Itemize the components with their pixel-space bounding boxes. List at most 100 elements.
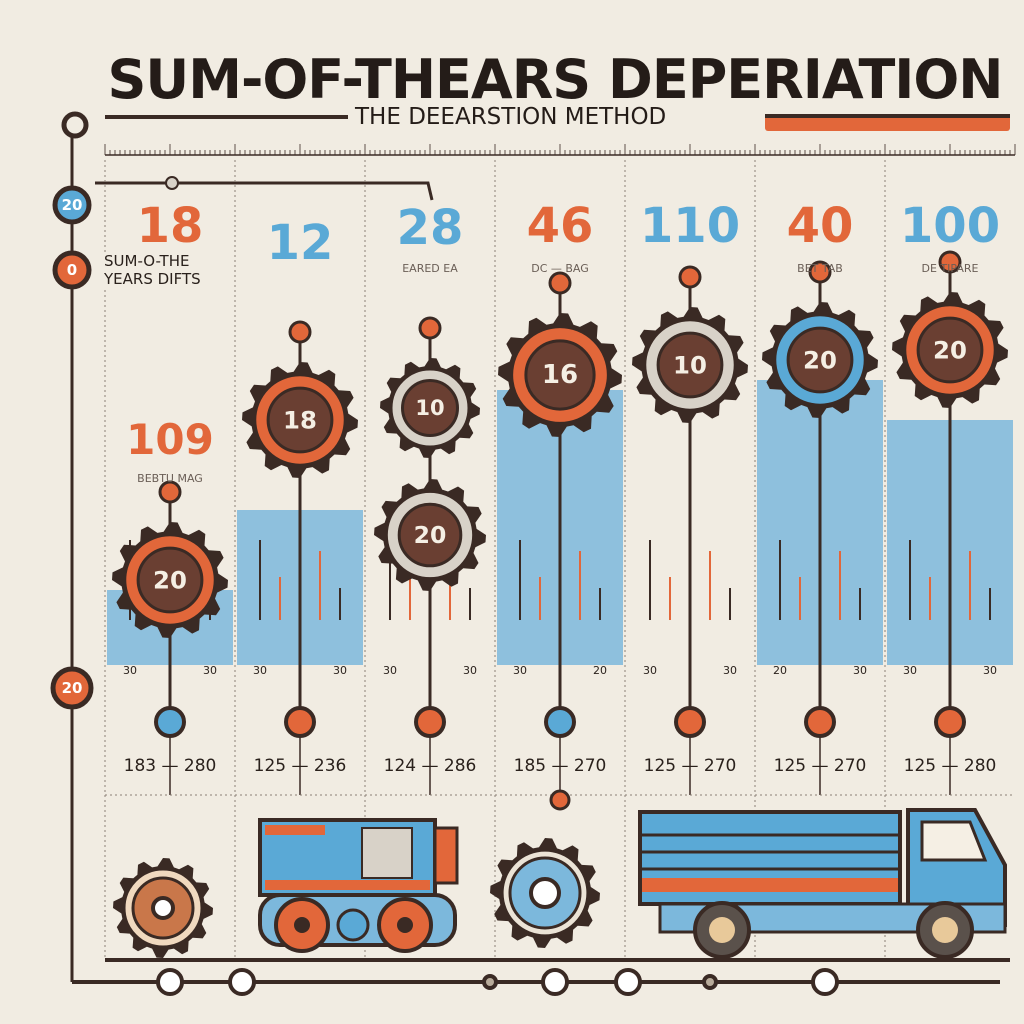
bottom-rail-node (702, 974, 718, 990)
side-label: SUM-O-THE YEARS DIFTS (104, 252, 234, 288)
column-right-value: 30 (853, 664, 867, 677)
truck-window (920, 820, 988, 862)
column-top-number: 18 (136, 198, 204, 254)
column-top-number: 28 (396, 200, 464, 256)
side-rail-badge-label: 0 (67, 261, 77, 279)
bottom-rail-node (228, 968, 256, 996)
bottom-rail-node (811, 968, 839, 996)
column-bottom-node (804, 706, 836, 738)
machine-wheel-hub (294, 917, 310, 933)
truck-wheel-hub (932, 917, 958, 943)
column-top-node (288, 320, 312, 344)
gear: 20 (762, 302, 878, 418)
gear: 20 (112, 522, 228, 638)
column-bottom-node (544, 706, 576, 738)
column-range: 185 — 270 (513, 756, 607, 776)
truck-wheel-hub (709, 917, 735, 943)
column-right-value: 30 (983, 664, 997, 677)
column-range: 183 — 280 (123, 756, 217, 776)
column-top-number: 12 (266, 215, 334, 271)
gear-hub (401, 379, 459, 437)
column-top-node (808, 260, 832, 284)
side-rail-badge-label: 20 (62, 196, 83, 214)
column-range: 125 — 270 (643, 756, 737, 776)
gear-hub (656, 331, 724, 399)
gear-label: 10 (415, 396, 444, 420)
gear: 10 (632, 307, 748, 423)
column-top-node (938, 250, 962, 274)
column-top-node (548, 271, 572, 295)
side-rail-badge (52, 185, 92, 225)
gear-label: 20 (414, 521, 447, 549)
gear-label: 18 (283, 406, 317, 435)
gear-hub (916, 316, 984, 384)
column-left-value: 30 (643, 664, 657, 677)
bottom-rail-node (482, 974, 498, 990)
column-left-value: 30 (903, 664, 917, 677)
side-rail-badge-label: 20 (62, 679, 83, 697)
column-second-number: 109 (126, 415, 214, 464)
gear: 18 (242, 362, 358, 478)
column-top-number: 46 (526, 198, 594, 254)
column-top-node (678, 265, 702, 289)
gear-label: 10 (673, 351, 707, 380)
column-range: 125 — 270 (773, 756, 867, 776)
bottom-gear-left-hole (151, 896, 175, 920)
column-left-value: 30 (383, 664, 397, 677)
gear-hub (397, 502, 463, 568)
machine-grille (361, 827, 413, 879)
gear-label: 20 (803, 346, 837, 375)
column-top-number: 100 (899, 198, 1001, 254)
side-rail-badge (52, 250, 92, 290)
column-bottom-node (934, 706, 966, 738)
bottom-gear-center-hole (529, 877, 561, 909)
side-rail-badge (50, 666, 94, 710)
machine-mid-wheel (336, 908, 370, 942)
column-sub-label: DC — BAG (531, 262, 589, 275)
bottom-rail-node (614, 968, 642, 996)
left-rail-node-top (61, 111, 89, 139)
machine-stripe-bottom (265, 880, 430, 890)
column-bottom-node (284, 706, 316, 738)
column-range: 125 — 236 (253, 756, 347, 776)
column-right-value: 30 (203, 664, 217, 677)
gear-label: 16 (542, 360, 578, 390)
header-bar-right (765, 115, 1010, 131)
machine-exhaust (433, 826, 459, 885)
truck-stripe (642, 878, 898, 892)
column-left-value: 30 (513, 664, 527, 677)
bracket-node (165, 176, 179, 190)
gear-hub (524, 339, 596, 411)
column-left-value: 20 (773, 664, 787, 677)
column-right-value: 30 (723, 664, 737, 677)
column-right-value: 30 (463, 664, 477, 677)
gear-hub (786, 326, 854, 394)
gear: 16 (498, 313, 622, 437)
column-bottom-node (414, 706, 446, 738)
column-second-label: BEBTU MAG (137, 472, 203, 485)
page-title: SUM-OF-THEARS DEPERIATION (107, 48, 1004, 111)
gear-hub (136, 546, 204, 614)
column-left-value: 30 (253, 664, 267, 677)
gear: 10 (380, 358, 480, 458)
machine-wheel-hub (397, 917, 413, 933)
column-bottom-node (154, 706, 186, 738)
column-top-node (158, 480, 182, 504)
gear: 20 (374, 479, 486, 591)
machine-stripe (265, 825, 325, 835)
column-range: 125 — 280 (903, 756, 997, 776)
column-top-number: 40 (786, 198, 854, 254)
column-left-value: 30 (123, 664, 137, 677)
bottom-rail-node (541, 968, 569, 996)
page-subtitle: THE DEEARSTION METHOD (355, 104, 667, 130)
column-right-value: 30 (333, 664, 347, 677)
bottom-rail-node (156, 968, 184, 996)
column-bottom-node (674, 706, 706, 738)
gear: 20 (892, 292, 1008, 408)
column-sub-label: EARED EA (402, 262, 458, 275)
lower-node (549, 789, 571, 811)
bracket-line (95, 181, 434, 201)
column-top-number: 110 (639, 198, 741, 254)
column-right-value: 20 (593, 664, 607, 677)
